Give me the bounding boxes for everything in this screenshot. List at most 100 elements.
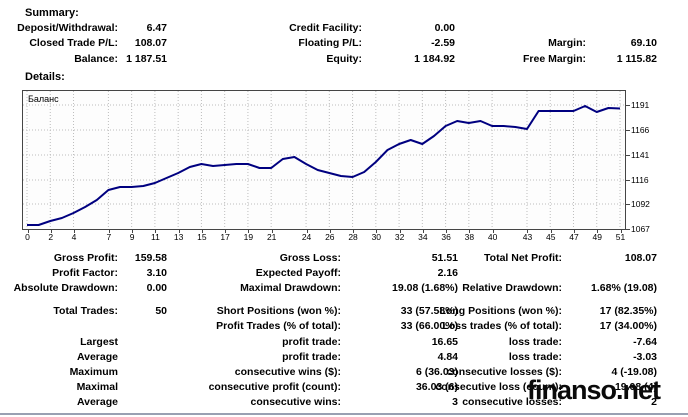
x-tick-label: 17 <box>220 232 230 242</box>
stat-label-b: profit trade: <box>282 351 341 363</box>
x-tick-mark <box>27 230 29 233</box>
stat-label-c: Long Positions (won %): <box>439 305 562 317</box>
x-tick-label: 0 <box>25 232 30 242</box>
stat-label-a: Average <box>76 351 118 363</box>
y-tick-mark <box>626 130 630 131</box>
x-tick-mark <box>201 230 203 233</box>
summary-label-a: Balance: <box>74 53 118 65</box>
y-tick-label: 1092 <box>631 199 650 209</box>
x-tick-mark <box>620 230 622 233</box>
x-tick-label: 45 <box>546 232 556 242</box>
balance-chart-svg <box>23 91 625 229</box>
summary-label-b: Floating P/L: <box>298 37 362 49</box>
stat-label-c: Total Net Profit: <box>484 252 562 264</box>
x-tick-mark <box>108 230 110 233</box>
y-tick-label: 1067 <box>631 224 650 234</box>
x-tick-mark <box>74 230 75 233</box>
x-tick-label: 30 <box>371 232 382 242</box>
summary-heading: Summary: <box>25 7 79 19</box>
stat-value-c: 17 (82.35%) <box>599 305 657 317</box>
summary-value-c: 1 115.82 <box>616 53 657 65</box>
x-tick-label: 34 <box>418 232 428 242</box>
stat-label-b: Profit Trades (% of total): <box>216 320 341 332</box>
stat-label-c: Loss trades (% of total): <box>442 320 562 332</box>
y-tick-mark <box>626 105 630 106</box>
stat-label-a: Absolute Drawdown: <box>13 282 118 294</box>
stat-label-c: loss trade: <box>508 351 562 363</box>
stat-label-b: Short Positions (won %): <box>216 305 341 317</box>
x-tick-mark <box>550 230 552 233</box>
details-heading: Details: <box>25 71 65 83</box>
x-tick-mark <box>353 230 355 233</box>
x-tick-mark <box>248 230 250 233</box>
x-tick-mark <box>178 230 180 233</box>
stat-value-b: 4.84 <box>437 351 458 363</box>
x-tick-label: 13 <box>173 232 184 242</box>
stat-label-b: profit trade: <box>282 336 341 348</box>
y-tick-label: 1166 <box>631 125 650 135</box>
balance-chart: Баланс <box>22 90 626 230</box>
summary-value-a: 6.47 <box>146 22 167 34</box>
stat-label-c: consecutive losses: <box>462 396 562 408</box>
x-tick-mark <box>399 230 401 233</box>
stat-value-c: 1.68% (19.08) <box>591 282 657 294</box>
stat-value-c: 17 (34.00%) <box>599 320 657 332</box>
stat-label-a: Maximal <box>76 381 118 393</box>
stat-value-b: 51.51 <box>431 252 458 264</box>
summary-label-b: Credit Facility: <box>289 22 362 34</box>
stat-label-b: consecutive wins: <box>250 396 341 408</box>
watermark-finanso-logo: finanso.net <box>527 375 661 405</box>
summary-label-a: Deposit/Withdrawal: <box>17 22 118 34</box>
y-tick-mark <box>626 155 630 156</box>
x-tick-mark <box>329 230 331 233</box>
summary-label-a: Closed Trade P/L: <box>29 37 118 49</box>
x-tick-label: 51 <box>615 232 626 242</box>
x-tick-label: 32 <box>394 232 405 242</box>
summary-value-c: 69.10 <box>630 37 657 49</box>
balance-line <box>27 105 621 226</box>
x-tick-mark <box>597 230 599 233</box>
summary-value-a: 108.07 <box>134 37 167 49</box>
x-tick-label: 36 <box>441 232 451 242</box>
stat-value-c: -19.08 (4) <box>611 381 657 393</box>
y-tick-mark <box>626 229 630 230</box>
stat-value-a: 0.00 <box>146 282 167 294</box>
stat-label-a: Largest <box>80 336 118 348</box>
x-tick-label: 40 <box>487 232 498 242</box>
x-tick-label: 15 <box>197 232 207 242</box>
summary-value-b: 0.00 <box>434 22 455 34</box>
stat-value-b: 16.65 <box>431 336 458 348</box>
y-tick-mark <box>626 180 630 181</box>
stat-value-b: 19.08 (1.68%) <box>392 282 458 294</box>
stat-label-c: consecutive loss (count): <box>435 381 562 393</box>
x-tick-label: 4 <box>71 232 77 242</box>
summary-value-b: -2.59 <box>431 37 455 49</box>
x-tick-mark <box>155 230 157 233</box>
summary-label-c: Free Margin: <box>522 53 586 65</box>
stat-value-b: 6 (36.03) <box>415 366 458 378</box>
x-tick-label: 38 <box>464 232 475 242</box>
stat-label-a: Total Trades: <box>53 305 118 317</box>
summary-label-c: Margin: <box>548 37 586 49</box>
stat-label-a: Average <box>76 396 118 408</box>
stat-label-b: consecutive wins ($): <box>234 366 341 378</box>
x-tick-mark <box>422 230 424 233</box>
x-tick-mark <box>271 230 273 233</box>
stat-value-a: 50 <box>155 305 167 317</box>
stat-value-c: 108.07 <box>624 252 657 264</box>
stat-value-b: 36.03 (6) <box>415 381 458 393</box>
stat-label-a: Profit Factor: <box>52 267 118 279</box>
bottom-divider <box>0 413 688 415</box>
x-tick-mark <box>573 230 575 233</box>
x-tick-mark <box>225 230 227 233</box>
x-tick-label: 19 <box>243 232 254 242</box>
x-tick-label: 43 <box>522 232 533 242</box>
stat-label-b: Expected Payoff: <box>255 267 341 279</box>
summary-label-b: Equity: <box>326 53 362 65</box>
stat-value-b: 3 <box>452 396 458 408</box>
stat-label-b: Gross Loss: <box>279 252 341 264</box>
x-tick-mark <box>306 230 308 233</box>
stat-label-b: Maximal Drawdown: <box>240 282 341 294</box>
stat-value-c: -3.03 <box>633 351 657 363</box>
